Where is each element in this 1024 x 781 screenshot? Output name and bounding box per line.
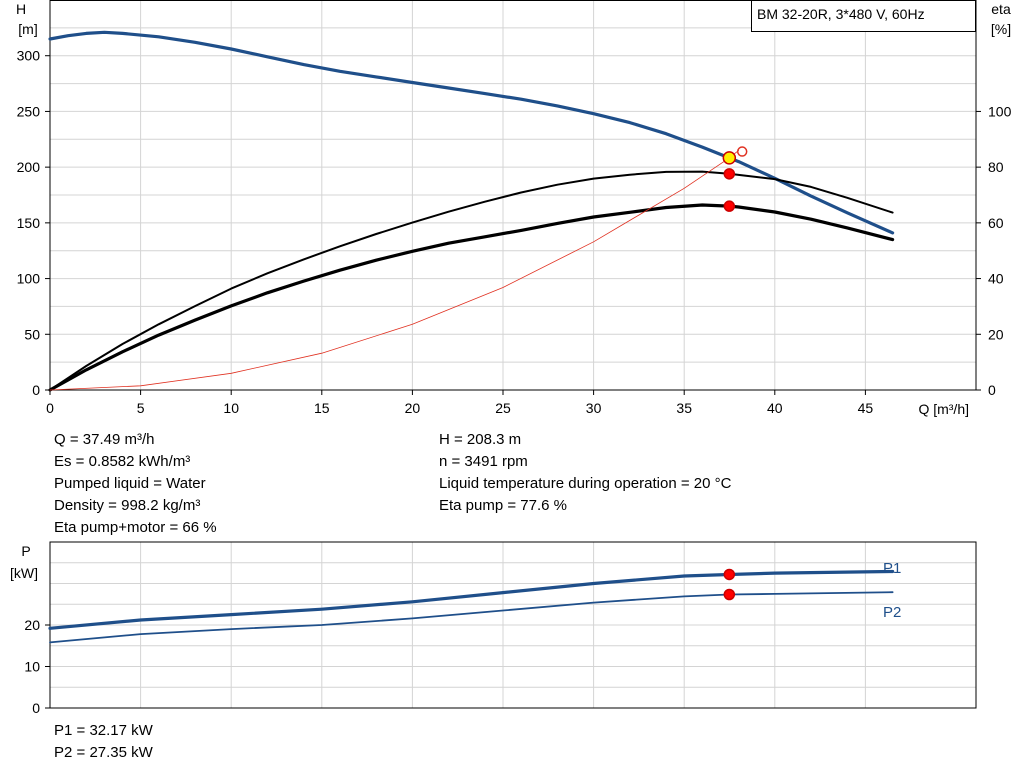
y-left-tick-label: 150 [17,215,41,231]
power-chart: 0 10 20 P [kW] P1 P2 [10,541,977,716]
x-tick-label: 20 [405,400,421,416]
x-tick-label: 5 [137,400,145,416]
p1-marker [723,568,736,581]
head-curve [48,30,895,235]
y-right-tick-label: 20 [988,326,1004,342]
chart-title: BM 32-20R, 3*480 V, 60Hz [757,6,925,22]
x-tick-label: 35 [676,400,692,416]
x-tick-label: 0 [46,400,54,416]
x-tick-label: 10 [223,400,239,416]
info-pumped-liquid: Pumped liquid = Water [54,475,206,492]
y-axis-label: P [21,543,30,559]
y-left-axis-label: H [16,1,26,17]
system-curve [49,150,739,391]
p2-curve [49,591,894,644]
y-tick-label: 0 [32,700,40,716]
info-right-block: H = 208.3 m n = 3491 rpm Liquid temperat… [439,429,731,517]
y-left-tick-label: 50 [24,326,40,342]
info-flow: Q = 37.49 m³/h [54,431,155,448]
info-specific-energy: Es = 0.8582 kWh/m³ [54,453,191,470]
info-p2: P2 = 27.35 kW [54,744,153,761]
y-right-tick-label: 60 [988,215,1004,231]
plot-frame [49,0,977,391]
x-tick-label: 30 [586,400,602,416]
y-right-axis-unit: [%] [991,21,1011,37]
info-density: Density = 998.2 kg/m³ [54,497,201,514]
y-left-tick-label: 250 [17,103,41,119]
y-right-tick-label: 80 [988,159,1004,175]
head-efficiency-chart: 0 5 10 15 20 25 30 35 40 45 0 50 100 150 200 250 300 0 20 4… [16,0,1012,417]
y-right-tick-label: 0 [988,382,996,398]
info-p1: P1 = 32.17 kW [54,722,153,739]
y-left-tick-label: 0 [32,382,40,398]
info-eta-pump: Eta pump = 77.6 % [439,497,567,514]
info-eta-pump-motor: Eta pump+motor = 66 % [54,519,217,536]
eta-pump-motor-curve [48,203,895,392]
eta-pump-curve [49,170,894,391]
eta-pump-motor-marker [723,200,736,212]
p2-series-label: P2 [883,604,901,621]
p1-curve [48,569,895,630]
duty-point-marker [722,151,737,165]
p1-series-label: P1 [883,560,901,577]
eta-pump-marker [723,168,736,180]
y-right-tick-label: 100 [988,103,1012,119]
x-axis-label: Q [m³/h] [918,401,969,417]
y-left-axis-unit: [m] [18,21,37,37]
x-tick-label: 40 [767,400,783,416]
power-info-block: P1 = 32.17 kW P2 = 27.35 kW [54,720,153,764]
y-left-tick-label: 300 [17,48,41,64]
y-left-tick-label: 100 [17,271,41,287]
y-right-tick-label: 40 [988,271,1004,287]
info-liquid-temperature: Liquid temperature during operation = 20… [439,475,732,492]
y-tick-label: 10 [24,659,40,675]
info-head: H = 208.3 m [439,431,522,448]
info-left-block: Q = 37.49 m³/h Es = 0.8582 kWh/m³ Pumped… [54,429,217,539]
system-curve-end-marker [736,146,748,157]
title-box [751,0,976,32]
x-tick-label: 15 [314,400,330,416]
y-tick-label: 20 [24,617,40,633]
y-left-tick-label: 200 [17,159,41,175]
y-axis-unit: [kW] [10,565,38,581]
p2-marker [723,588,736,601]
x-tick-label: 45 [858,400,874,416]
x-tick-label: 25 [495,400,511,416]
y-right-axis-label: eta [991,1,1011,17]
info-speed: n = 3491 rpm [439,453,528,470]
